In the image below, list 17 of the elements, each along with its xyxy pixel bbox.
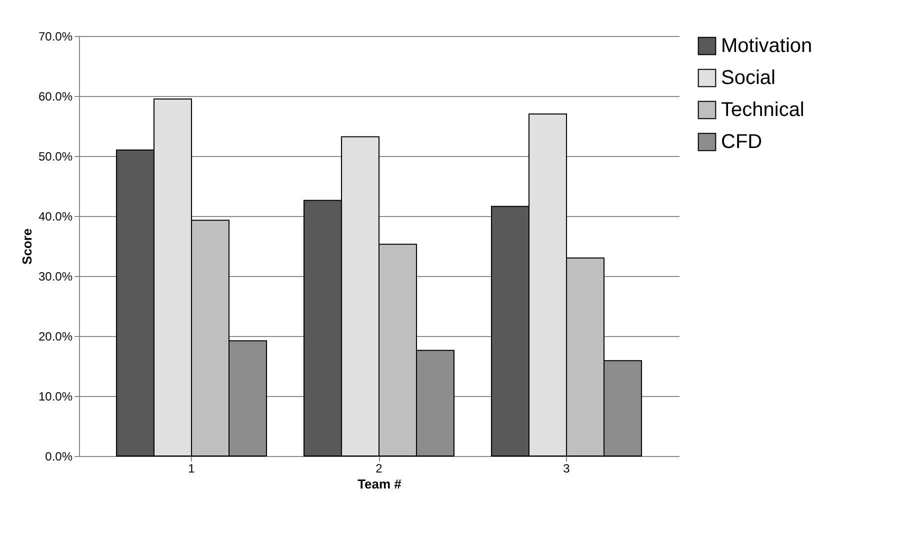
- y-tick-label: 50.0%: [38, 150, 73, 164]
- y-tick-label: 40.0%: [38, 210, 73, 224]
- y-tick-label: 30.0%: [38, 270, 73, 284]
- y-tick-label: 60.0%: [38, 90, 73, 104]
- legend-label: Technical: [721, 99, 804, 121]
- legend-label: Motivation: [721, 35, 812, 57]
- y-tick-label: 0.0%: [45, 450, 73, 464]
- legend-label: CFD: [721, 131, 762, 153]
- y-tick-label: 20.0%: [38, 330, 73, 344]
- x-tick-label: 3: [563, 462, 570, 476]
- x-tick-label: 1: [188, 462, 196, 476]
- x-axis-title: Team #: [358, 476, 402, 492]
- x-tick-label: 2: [376, 462, 383, 476]
- y-axis-title: Score: [19, 228, 34, 265]
- y-tick-label: 10.0%: [38, 390, 73, 404]
- legend-label: Social: [721, 67, 776, 89]
- y-tick-label: 70.0%: [38, 30, 73, 44]
